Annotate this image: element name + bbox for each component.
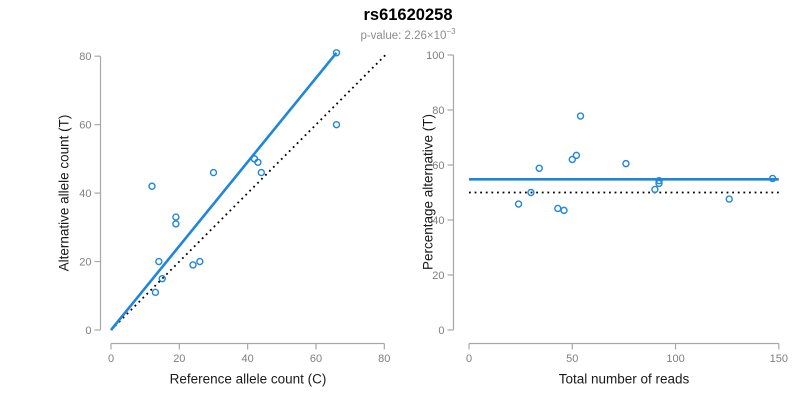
y-tick-label: 80 [79,51,91,63]
y-tick-label: 20 [432,270,444,282]
x-tick-label: 0 [108,353,114,365]
data-point [572,151,581,160]
data-point [622,159,630,168]
x-tick-label: 80 [378,353,390,365]
y-tick-label: 40 [432,215,444,227]
x-tick-label: 20 [173,353,185,365]
data-point [568,155,576,164]
y-tick-label: 100 [426,50,444,62]
pvalue-base: 2.26×10 [404,29,447,42]
data-point [514,200,523,208]
fit-line [109,51,338,331]
pvalue-prefix: p-value: [360,29,405,42]
x-tick-label: 60 [310,353,322,365]
y-tick-label: 20 [79,257,91,269]
y-tick-label: 60 [79,120,91,132]
reference-line [110,53,388,331]
left-x-axis-label: Reference allele count (C) [169,371,327,387]
data-point [576,112,585,120]
figure-subtitle: p-value: 2.26×10−3 [16,27,800,42]
x-tick-label: 40 [242,353,254,365]
y-tick-label: 40 [79,188,91,200]
data-point [209,168,218,177]
y-tick-label: 0 [85,325,91,337]
data-point [332,120,341,129]
x-tick-label: 150 [770,353,788,365]
data-point [527,188,535,197]
data-point [560,206,568,215]
figure-header: rs61620258 p-value: 2.26×10−3 [16,6,800,42]
left-y-axis-label: Alternative allele count (T) [56,114,72,272]
data-point [655,176,663,185]
x-tick-label: 100 [666,353,684,365]
data-point [158,274,166,283]
right-panel: 0 20 40 60 80 100 0 50 100 150 [426,50,788,365]
x-tick-label: 50 [566,353,578,365]
data-point [151,288,160,297]
data-point [254,158,262,166]
data-point [172,220,180,228]
right-x-axis-label: Total number of reads [558,371,690,387]
data-point [768,174,777,183]
right-y-axis-label: Percentage alternative (T) [420,113,436,271]
y-tick-label: 80 [432,105,444,117]
x-axis: 0 50 100 150 [466,342,788,365]
data-point [196,257,204,266]
data-point [535,164,543,173]
x-tick-label: 0 [466,353,472,365]
figure-title: rs61620258 [363,6,453,24]
y-tick-label: 0 [438,325,444,337]
left-panel: 0 20 40 60 80 0 20 40 60 80 [79,49,390,365]
data-point [189,261,197,269]
y-tick-label: 60 [432,160,444,172]
data-point [651,185,659,194]
data-points [148,49,341,297]
data-point [148,182,156,190]
data-point [725,195,733,203]
data-point [332,49,341,57]
y-axis: 0 20 40 60 80 100 [426,50,455,337]
data-point [257,168,266,177]
data-points [514,112,777,215]
data-point [155,257,163,266]
data-point [655,179,663,188]
y-axis: 0 20 40 60 80 [79,51,102,337]
x-axis: 0 20 40 60 80 [108,342,390,365]
pvalue-exponent: −3 [446,26,456,36]
data-point [554,204,562,213]
data-point [172,213,180,221]
